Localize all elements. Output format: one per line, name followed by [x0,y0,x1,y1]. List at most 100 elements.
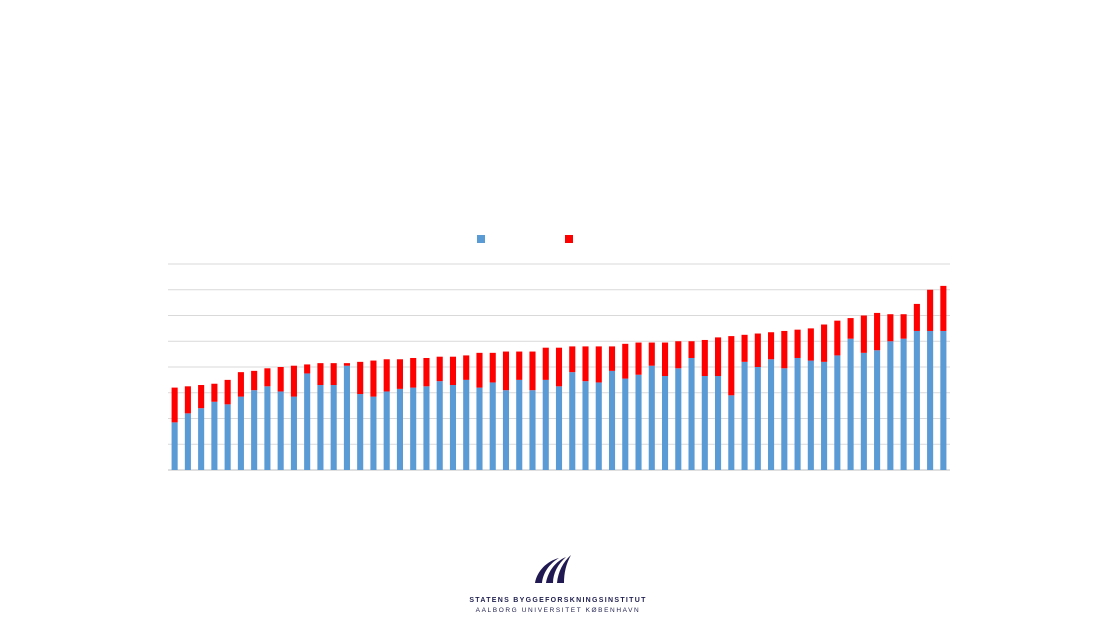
bar-series-2-36 [635,342,642,375]
bar-series-2-24 [476,352,483,388]
legend-swatch-series-2 [565,235,573,243]
bar-series-1-49 [807,360,814,470]
bar-series-1-21 [436,381,443,470]
bar-series-2-37 [648,342,655,366]
bar-series-2-50 [821,324,828,362]
bar-series-1-55 [887,341,894,470]
bar-series-1-30 [555,386,563,470]
bar-series-1-52 [847,338,854,470]
waves-logo-icon [535,555,571,583]
bar-series-2-15 [357,361,364,395]
bar-series-1-13 [330,385,337,470]
bar-series-1-4 [211,401,218,470]
bar-series-2-35 [622,343,629,379]
bar-series-1-10 [290,396,297,470]
bar-series-1-31 [569,372,576,470]
bar-series-1-14 [343,365,350,470]
bar-series-1-43 [728,395,735,470]
bar-series-1-44 [741,361,748,470]
bar-series-2-47 [781,330,788,369]
bar-series-1-56 [900,338,907,470]
bar-series-2-40 [688,341,695,358]
bar-series-1-42 [715,376,722,470]
bar-series-1-26 [502,390,510,470]
bar-series-2-9 [277,367,284,392]
bar-series-2-45 [754,333,761,367]
bar-series-2-17 [383,359,390,392]
bar-series-1-2 [184,413,191,470]
bar-series-2-55 [887,314,894,342]
bar-series-1-35 [622,378,629,470]
bar-series-1-34 [608,370,616,470]
bar-series-1-15 [357,394,364,470]
bar-series-1-1 [171,422,178,470]
bar-series-2-26 [502,351,510,391]
bar-series-1-11 [304,373,311,470]
bar-series-2-11 [304,364,311,374]
bar-series-2-21 [436,356,443,382]
bar-series-2-23 [463,355,470,380]
bar-series-1-48 [794,357,801,470]
bar-series-1-29 [542,379,549,471]
bar-series-2-31 [569,346,576,373]
bar-series-2-27 [516,351,523,380]
bar-series-2-7 [251,370,258,391]
bar-series-1-18 [396,388,403,470]
bar-series-2-4 [211,383,218,402]
legend-swatch-series-1 [477,235,485,243]
bar-series-2-10 [290,365,297,397]
bar-series-1-19 [410,387,417,470]
bar-series-1-45 [754,367,761,470]
bar-series-1-27 [516,379,523,471]
bar-series-2-13 [330,363,337,386]
bar-series-2-46 [768,332,775,360]
bar-series-2-8 [264,368,271,387]
bar-series-1-38 [661,376,669,470]
bar-series-1-33 [595,382,602,470]
bar-series-2-59 [940,285,947,331]
bar-series-2-18 [396,359,403,389]
bar-series-2-58 [927,289,934,331]
bar-series-2-52 [847,318,854,339]
bar-series-1-50 [821,361,828,470]
chart-legend [0,233,1111,245]
bar-series-2-28 [529,351,536,391]
bar-series-1-39 [675,368,682,470]
bar-series-1-25 [489,382,496,470]
bar-series-1-17 [383,391,390,470]
bar-series-1-9 [277,391,284,470]
bar-series-2-2 [184,386,191,414]
bar-series-2-49 [807,328,814,361]
bar-series-1-54 [874,350,881,470]
bar-series-1-57 [913,330,920,470]
bar-series-2-51 [834,320,841,356]
bar-series-2-53 [860,315,867,353]
bar-series-1-3 [198,408,205,470]
bar-series-2-39 [675,341,682,369]
bar-series-2-43 [728,336,735,396]
logo-institute-name: STATENS BYGGEFORSKNINGSINSTITUT [469,597,647,604]
bar-series-2-32 [582,346,589,382]
bar-series-1-22 [449,385,457,470]
bar-series-2-14 [343,363,350,366]
bar-series-2-5 [224,379,231,405]
institute-logo: STATENS BYGGEFORSKNINGSINSTITUT AALBORG … [463,549,653,619]
bar-series-1-24 [476,387,483,470]
bar-series-1-59 [940,330,947,470]
bar-series-1-37 [648,365,655,470]
bar-series-1-12 [317,385,324,470]
logo-university-name: AALBORG UNIVERSITET KØBENHAVN [475,607,641,614]
bar-series-2-12 [317,363,324,386]
bar-series-2-3 [198,385,205,409]
bar-series-1-40 [688,357,695,470]
bar-series-2-41 [701,339,708,377]
bar-series-1-28 [529,390,536,470]
bar-series-1-7 [251,390,258,470]
bar-series-1-47 [781,368,788,470]
bar-series-2-57 [913,303,920,331]
bar-series-2-6 [237,372,244,397]
bar-series-2-34 [608,346,616,371]
bar-series-2-29 [542,347,549,380]
bar-series-1-23 [463,379,470,471]
